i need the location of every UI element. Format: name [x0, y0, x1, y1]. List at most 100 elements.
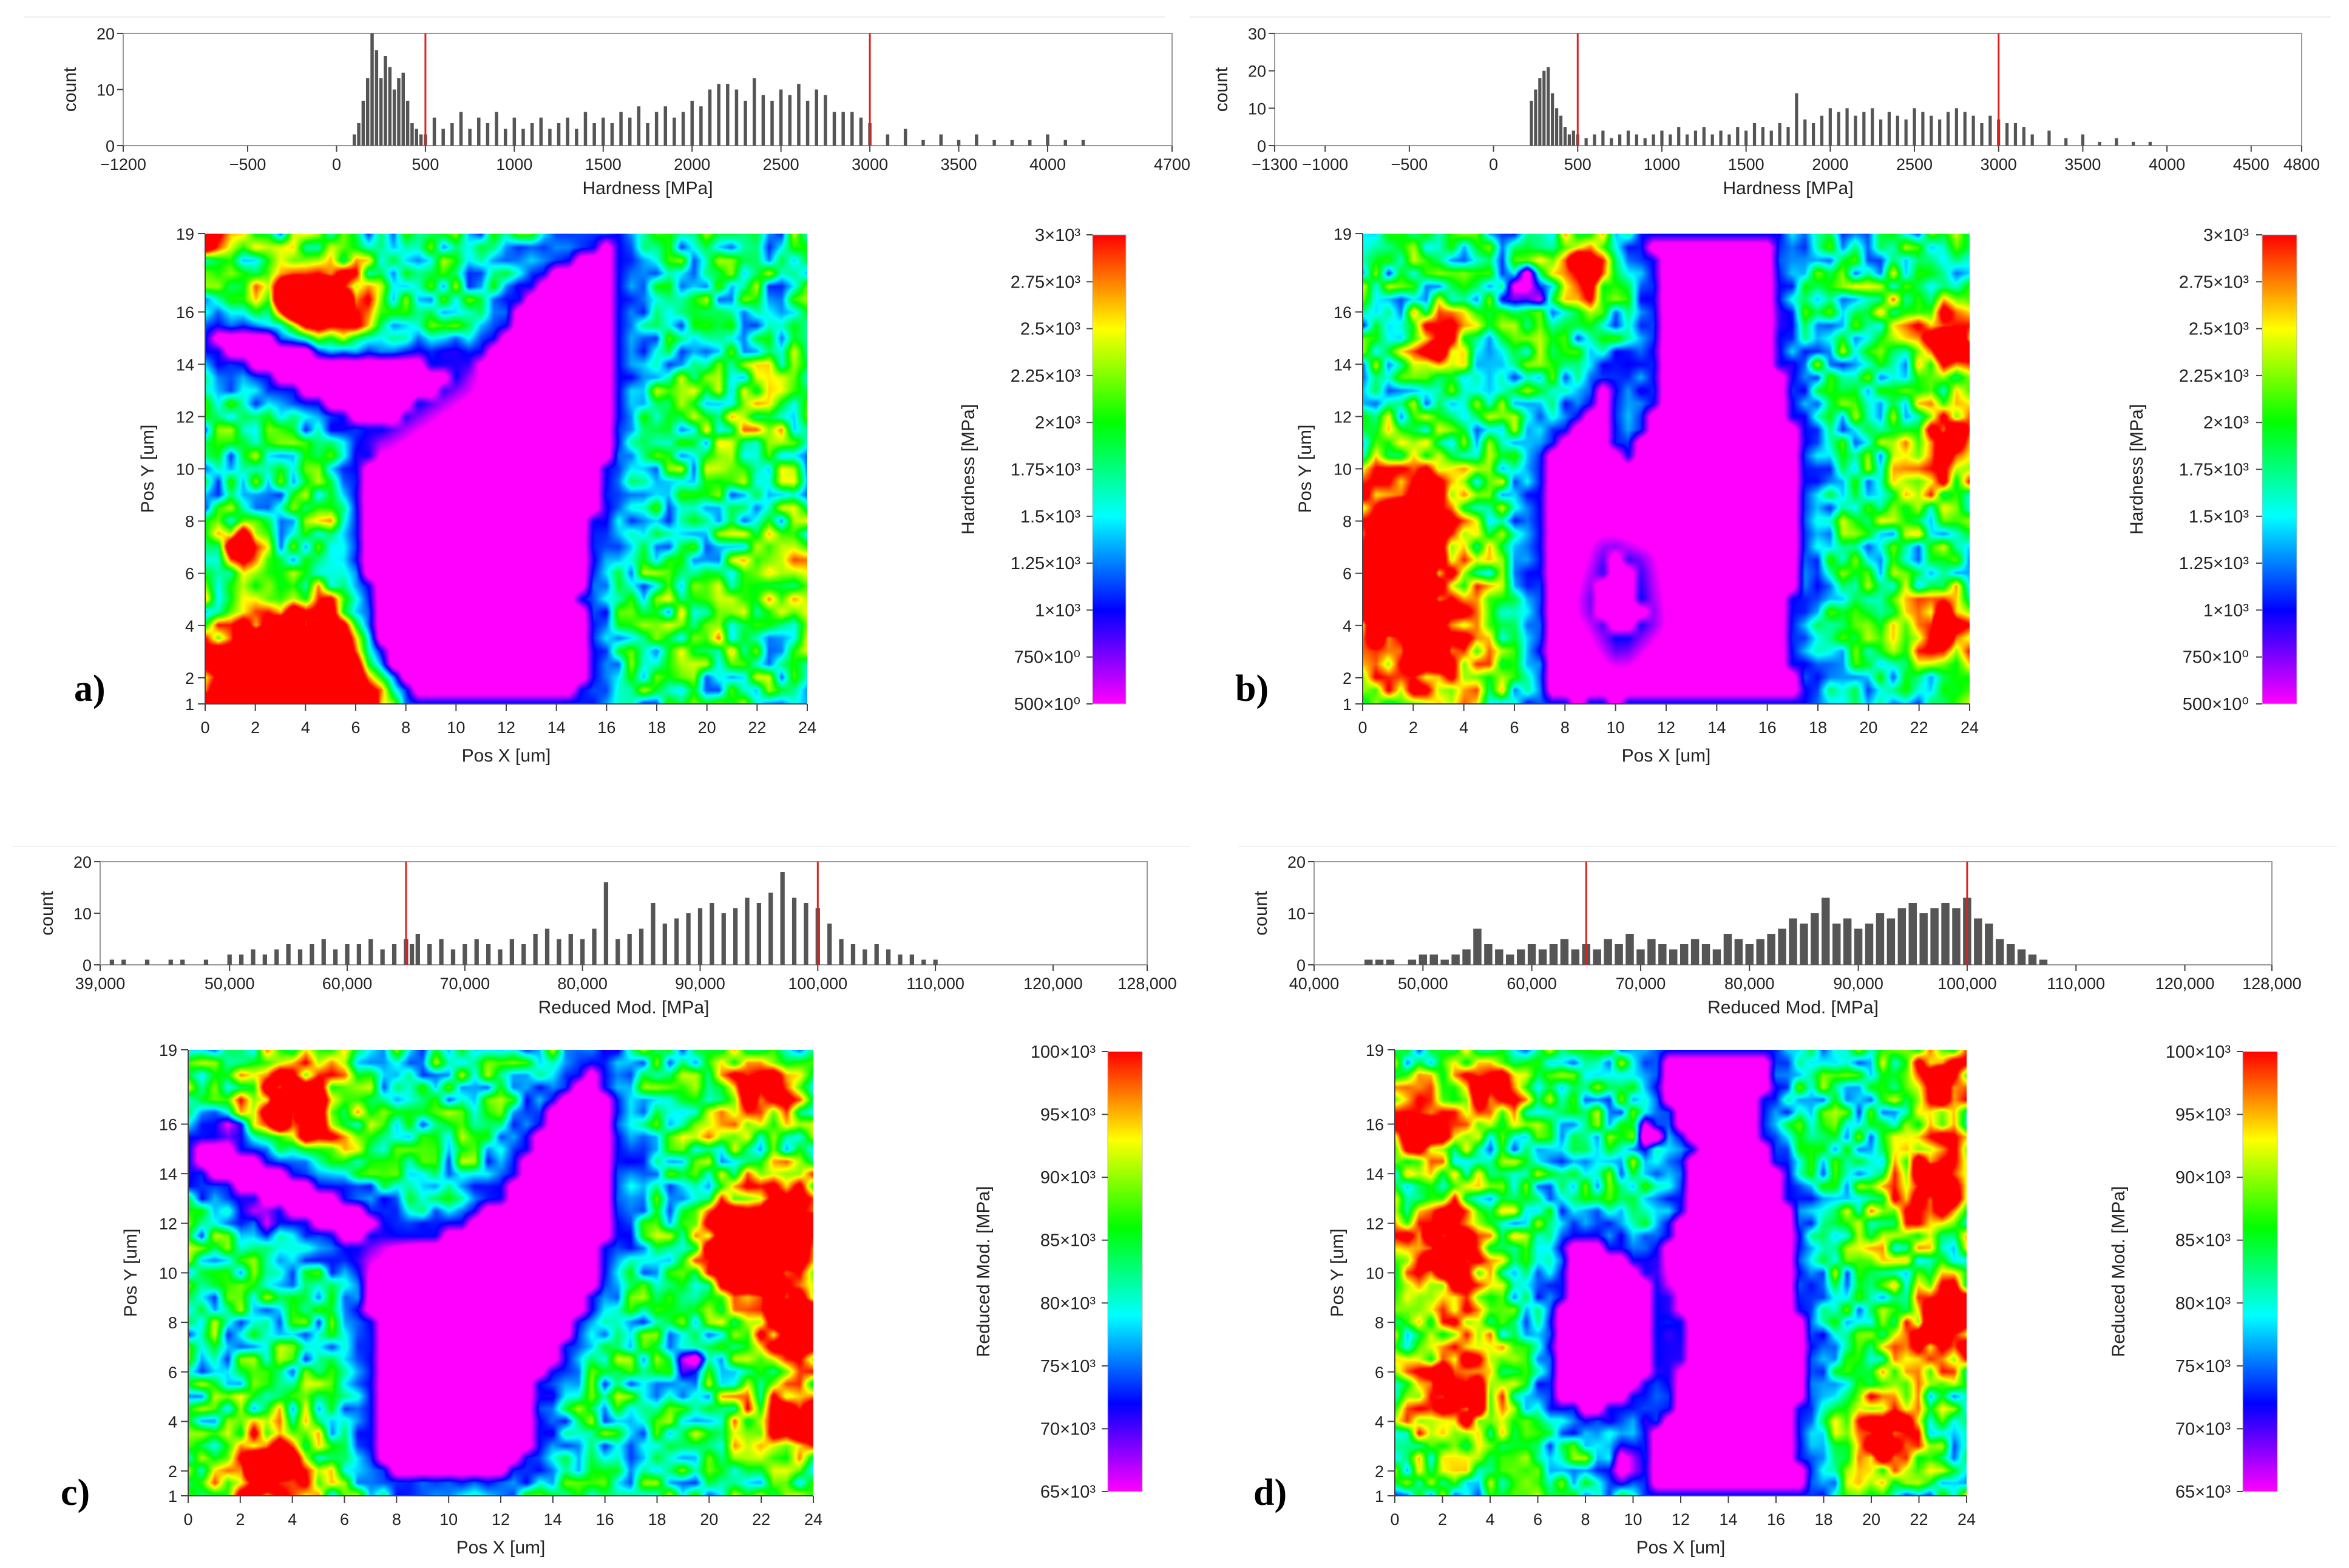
- map-x-tick-label: 14: [1719, 1510, 1737, 1529]
- histogram-bar: [1571, 130, 1575, 146]
- histogram-bar: [1769, 130, 1773, 146]
- histogram-bar: [1727, 134, 1731, 146]
- colorbar-tick-label: 75×10³: [2175, 1357, 2231, 1376]
- histogram-bar: [357, 123, 361, 146]
- histogram-bar: [1547, 67, 1550, 146]
- map-y-tick-label: 12: [159, 1215, 177, 1233]
- histogram-bar: [1419, 955, 1428, 965]
- histogram-bar: [859, 117, 863, 146]
- histogram-x-tick-label: 4500: [2233, 155, 2269, 174]
- map-y-tick-label: 1: [185, 695, 194, 714]
- histogram-bar: [1046, 134, 1049, 146]
- histogram-bar: [2022, 127, 2025, 146]
- map-x-axis-title: Pos X [um]: [1636, 1538, 1726, 1558]
- histogram-bar: [1440, 959, 1449, 965]
- colorbar-tick-label: 1.75×10³: [1011, 461, 1081, 480]
- histogram-x-tick-label: 1000: [1644, 155, 1680, 174]
- histogram-bar: [2028, 955, 2037, 965]
- histogram-bar: [286, 944, 291, 965]
- histogram-bar: [1795, 93, 1798, 146]
- histogram-bar: [2017, 949, 2026, 965]
- colorbar-tick-label: 65×10³: [2175, 1482, 2231, 1502]
- map-y-tick-label: 1: [1343, 695, 1352, 714]
- map-x-tick-label: 14: [547, 718, 566, 737]
- histogram-y-tick-label: 20: [1248, 63, 1266, 81]
- histogram-bar: [392, 944, 397, 965]
- histogram-bar: [370, 33, 374, 146]
- histogram-bar: [1887, 112, 1891, 146]
- histogram-bar: [592, 928, 597, 965]
- histogram-bar: [356, 944, 362, 965]
- histogram-bar: [1680, 944, 1689, 965]
- histogram-bar: [602, 117, 605, 146]
- histogram-bar: [365, 78, 370, 146]
- histogram-bar: [1971, 115, 1975, 146]
- histogram-x-tick-label: 90,000: [675, 975, 725, 993]
- property-map: 0 2 4 6 8 10 12 14 16 18 20 22 24124681012141619Pos …: [1295, 225, 1979, 766]
- map-y-tick-label: 16: [159, 1116, 177, 1134]
- histogram-bar: [1897, 908, 1907, 965]
- map-y-axis-title: Pos Y [um]: [1295, 425, 1315, 513]
- histogram-bar: [2047, 130, 2051, 146]
- histogram-bar: [1625, 934, 1634, 965]
- histogram-bar: [427, 944, 432, 965]
- histogram-x-tick-label: 70,000: [440, 975, 490, 993]
- colorbar-tick-label: 75×10³: [1040, 1357, 1096, 1376]
- histogram-bar: [1549, 944, 1558, 965]
- histogram-x-tick-label: 500: [412, 155, 439, 174]
- histogram-bar: [498, 949, 503, 965]
- property-map: 0 2 4 6 8 10 12 14 16 18 20 22 24124681012141619Pos …: [1327, 1041, 1976, 1558]
- histogram-bar: [274, 949, 279, 965]
- histogram-bar: [509, 939, 515, 965]
- histogram-bar: [530, 123, 534, 146]
- histogram-bar: [804, 903, 808, 965]
- histogram-bar: [1484, 944, 1493, 965]
- colorbar-tick-label: 1×10³: [1035, 601, 1080, 620]
- histogram-bar: [957, 140, 961, 146]
- histogram-bar: [603, 882, 609, 965]
- histogram-bar: [1941, 903, 1950, 965]
- histogram-bar: [388, 67, 392, 146]
- map-y-tick-label: 19: [1366, 1041, 1384, 1059]
- map-x-tick-label: 0: [200, 718, 209, 737]
- histogram-x-tick-label: 4000: [1029, 155, 1066, 174]
- histogram-bar: [1908, 903, 1917, 965]
- histogram-bar: [797, 84, 801, 146]
- histogram-x-tick-label: 4700: [1154, 155, 1190, 174]
- map-x-tick-label: 22: [1910, 1510, 1928, 1529]
- histogram-bar: [2098, 141, 2101, 146]
- map-y-tick-label: 2: [168, 1462, 177, 1481]
- histogram-bar: [468, 129, 472, 146]
- histogram-bar: [477, 117, 481, 146]
- histogram-bar: [1516, 949, 1525, 965]
- map-y-tick-label: 6: [1375, 1364, 1384, 1382]
- histogram-bar: [592, 123, 596, 146]
- histogram: 0 10 20 30 −1300 −1000 −500 0 500 1000 1500 2000 250…: [1212, 25, 2320, 198]
- histogram-bar: [1451, 955, 1460, 965]
- histogram-bar: [239, 955, 244, 965]
- histogram-bar: [1919, 913, 1928, 965]
- histogram-bar: [521, 944, 526, 965]
- map-x-axis-title: Pos X [um]: [462, 746, 551, 766]
- colorbar-tick-label: 95×10³: [1040, 1106, 1096, 1125]
- histogram-bar: [1756, 939, 1764, 965]
- map-y-tick-label: 10: [1366, 1265, 1384, 1283]
- histogram-x-tick-label: 2500: [1896, 155, 1933, 174]
- histogram-x-tick-label: −1300: [1252, 155, 1298, 174]
- map-x-tick-label: 18: [648, 1510, 666, 1529]
- map-x-tick-label: 6: [1510, 718, 1519, 737]
- histogram-bar: [401, 72, 405, 146]
- histogram-bar: [1865, 924, 1874, 965]
- histogram-bar: [512, 117, 517, 146]
- histogram-bar: [1677, 127, 1681, 146]
- map-x-tick-label: 14: [544, 1510, 562, 1529]
- histogram-x-tick-label: 40,000: [1289, 975, 1340, 993]
- histogram-y-tick-label: 20: [97, 25, 115, 43]
- histogram-bar: [1832, 924, 1841, 965]
- histogram-y-tick-label: 10: [1287, 905, 1306, 923]
- map-x-tick-label: 4: [301, 718, 310, 737]
- histogram-bar: [1538, 78, 1542, 146]
- colorbar-tick-label: 95×10³: [2175, 1106, 2231, 1125]
- histogram-bar: [539, 117, 543, 146]
- histogram-bar: [1803, 119, 1807, 146]
